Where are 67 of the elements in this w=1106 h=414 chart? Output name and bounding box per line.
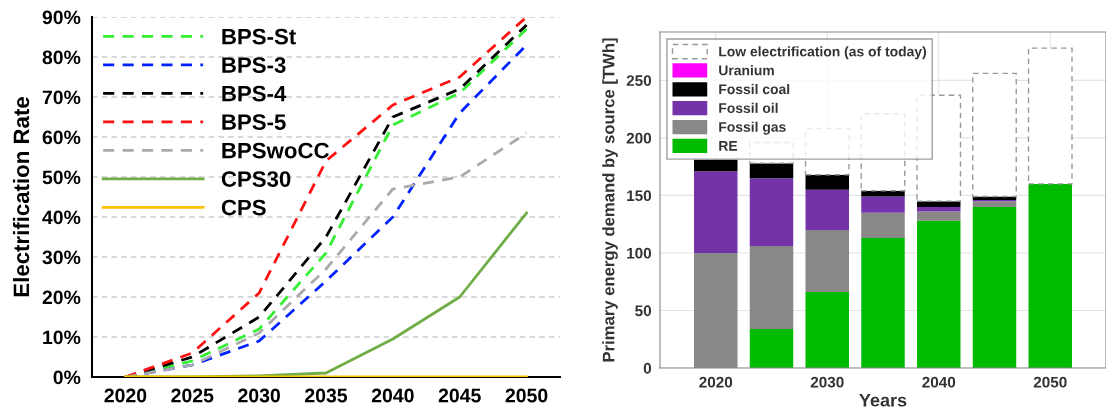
y-axis-title: Primary energy demand by source [TWh] bbox=[602, 38, 618, 362]
bar bbox=[917, 201, 961, 207]
y-tick-label: 50 bbox=[635, 305, 652, 317]
bar bbox=[861, 212, 905, 238]
bar bbox=[749, 178, 794, 247]
legend-label: Fossil coal bbox=[719, 83, 790, 95]
y-tick-label: 0% bbox=[53, 370, 81, 385]
legend-label: BPS-4 bbox=[222, 85, 287, 102]
bar bbox=[1028, 183, 1072, 368]
bar bbox=[749, 328, 794, 368]
y-tick-label: 50% bbox=[42, 170, 81, 185]
x-axis-title: Years bbox=[859, 394, 907, 407]
x-tick-label: 2040 bbox=[922, 376, 956, 388]
y-tick-label: 30% bbox=[42, 250, 81, 265]
bar bbox=[917, 220, 961, 368]
legend-label: BPS-3 bbox=[222, 57, 286, 73]
y-tick-label: 100 bbox=[627, 247, 652, 259]
bar bbox=[805, 174, 849, 190]
x-tick-label: 2025 bbox=[171, 388, 214, 403]
legend-label: BPS-St bbox=[222, 28, 296, 45]
bar bbox=[861, 196, 905, 213]
y-axis-title: Electrification Rate bbox=[12, 97, 30, 297]
bar bbox=[917, 211, 961, 221]
x-tick-label: 2050 bbox=[505, 388, 548, 403]
bar bbox=[694, 171, 738, 253]
bar bbox=[805, 229, 849, 293]
legend-label: RE bbox=[719, 141, 738, 151]
x-tick-label: 2050 bbox=[1033, 376, 1067, 388]
y-tick-label: 150 bbox=[627, 190, 652, 202]
bar bbox=[805, 189, 849, 230]
y-tick-label: 80% bbox=[42, 50, 81, 65]
legend-label: Low electrification (as of today) bbox=[719, 46, 926, 60]
bar bbox=[694, 159, 738, 172]
x-tick-label: 2020 bbox=[104, 388, 147, 403]
x-tick-label: 2035 bbox=[305, 388, 348, 403]
legend-label: Uranium bbox=[719, 65, 774, 76]
x-tick-label: 2020 bbox=[699, 376, 733, 388]
x-tick-label: 2030 bbox=[810, 376, 844, 388]
x-tick-label: 2045 bbox=[438, 388, 481, 403]
y-tick-label: 20% bbox=[42, 290, 81, 305]
bar bbox=[861, 190, 905, 197]
bar bbox=[972, 72, 1017, 198]
bar bbox=[805, 292, 849, 368]
bar bbox=[917, 206, 961, 212]
bar bbox=[861, 237, 905, 368]
y-tick-label: 10% bbox=[43, 330, 81, 345]
bar bbox=[749, 246, 794, 329]
y-tick-label: 0 bbox=[643, 362, 652, 374]
x-tick-label: 2030 bbox=[238, 388, 280, 403]
bar bbox=[1027, 47, 1073, 185]
legend-label: Fossil gas bbox=[719, 121, 786, 135]
legend-label: BPSwoCC bbox=[222, 142, 329, 159]
y-tick-label: 90% bbox=[42, 10, 81, 25]
x-tick-label: 2040 bbox=[371, 388, 414, 403]
y-tick-label: 70% bbox=[42, 90, 81, 105]
legend-label: CPS bbox=[221, 199, 266, 216]
bar bbox=[749, 163, 794, 179]
bar bbox=[972, 201, 1017, 207]
bar bbox=[972, 206, 1017, 368]
y-tick-label: 250 bbox=[626, 75, 652, 87]
y-tick-label: 40% bbox=[42, 210, 81, 225]
legend-label: Fossil oil bbox=[719, 102, 778, 113]
y-tick-label: 200 bbox=[626, 132, 652, 144]
legend-label: CPS30 bbox=[221, 171, 291, 187]
line-series bbox=[124, 131, 528, 377]
y-tick-label: 60% bbox=[42, 130, 81, 145]
legend-label: BPS-5 bbox=[222, 114, 286, 130]
